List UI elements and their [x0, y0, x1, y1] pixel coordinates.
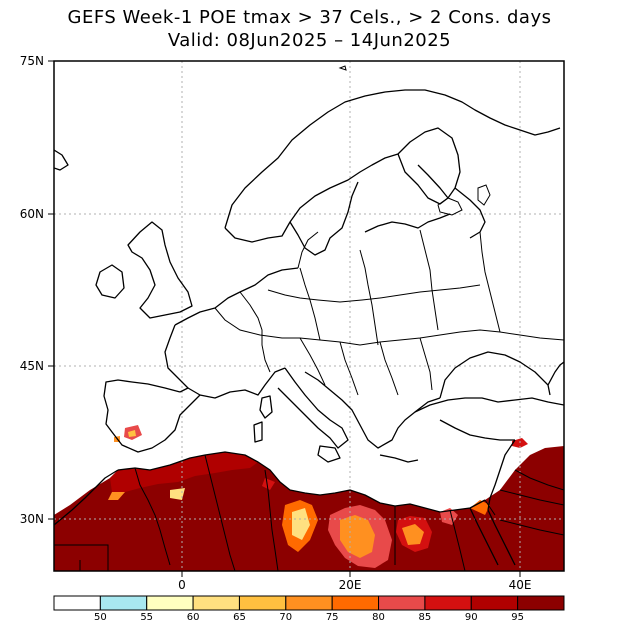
country-borders: [54, 229, 564, 571]
lon-label-20e: 20E: [338, 578, 362, 592]
lake-onega: [477, 184, 491, 206]
colorbar-tick-label: 95: [511, 612, 524, 623]
colorbar-swatch: [192, 595, 240, 611]
coastlines: [54, 89, 564, 566]
colorbar-tick-label: 60: [186, 612, 200, 623]
colorbar-swatch: [285, 595, 333, 611]
lat-label-30n: 30N: [19, 512, 44, 526]
lat-label-45n: 45N: [19, 359, 44, 373]
colorbar-swatch: [99, 595, 148, 611]
colorbar-tick-label: 75: [325, 612, 339, 623]
lat-label-60n: 60N: [19, 207, 44, 221]
island-outline: [338, 65, 347, 71]
lon-label-40e: 40E: [508, 578, 532, 592]
map-valid-period: Valid: 08Jun2025 – 14Jun2025: [167, 30, 452, 51]
colorbar-tick-label: 65: [233, 612, 246, 623]
colorbar-swatch: [424, 595, 472, 611]
colorbar: [53, 595, 565, 611]
colorbar-swatch: [517, 595, 565, 611]
colorbar-swatch: [378, 595, 426, 611]
axis-ticks: [48, 60, 521, 577]
colorbar-tick-label: 55: [140, 612, 154, 623]
probability-field-north-africa: [54, 425, 564, 571]
map-title: GEFS Week-1 POE tmax > 37 Cels., > 2 Con…: [67, 7, 552, 28]
colorbar-swatch: [238, 595, 287, 611]
colorbar-tick-label: 90: [464, 612, 478, 623]
colorbar-swatch: [470, 595, 519, 611]
lat-label-75n: 75N: [19, 54, 44, 68]
graticule: [54, 61, 564, 571]
map-frame: [53, 60, 565, 572]
colorbar-swatch: [331, 595, 380, 611]
colorbar-tick-label: 85: [418, 612, 432, 623]
colorbar-tick-label: 50: [94, 612, 107, 623]
colorbar-tick-label: 80: [372, 612, 385, 623]
lon-label-0: 0: [178, 578, 186, 592]
colorbar-tick-label: 70: [279, 612, 293, 623]
colorbar-swatch: [53, 595, 101, 611]
colorbar-swatch: [146, 595, 194, 611]
lake-ladoga: [437, 197, 463, 216]
